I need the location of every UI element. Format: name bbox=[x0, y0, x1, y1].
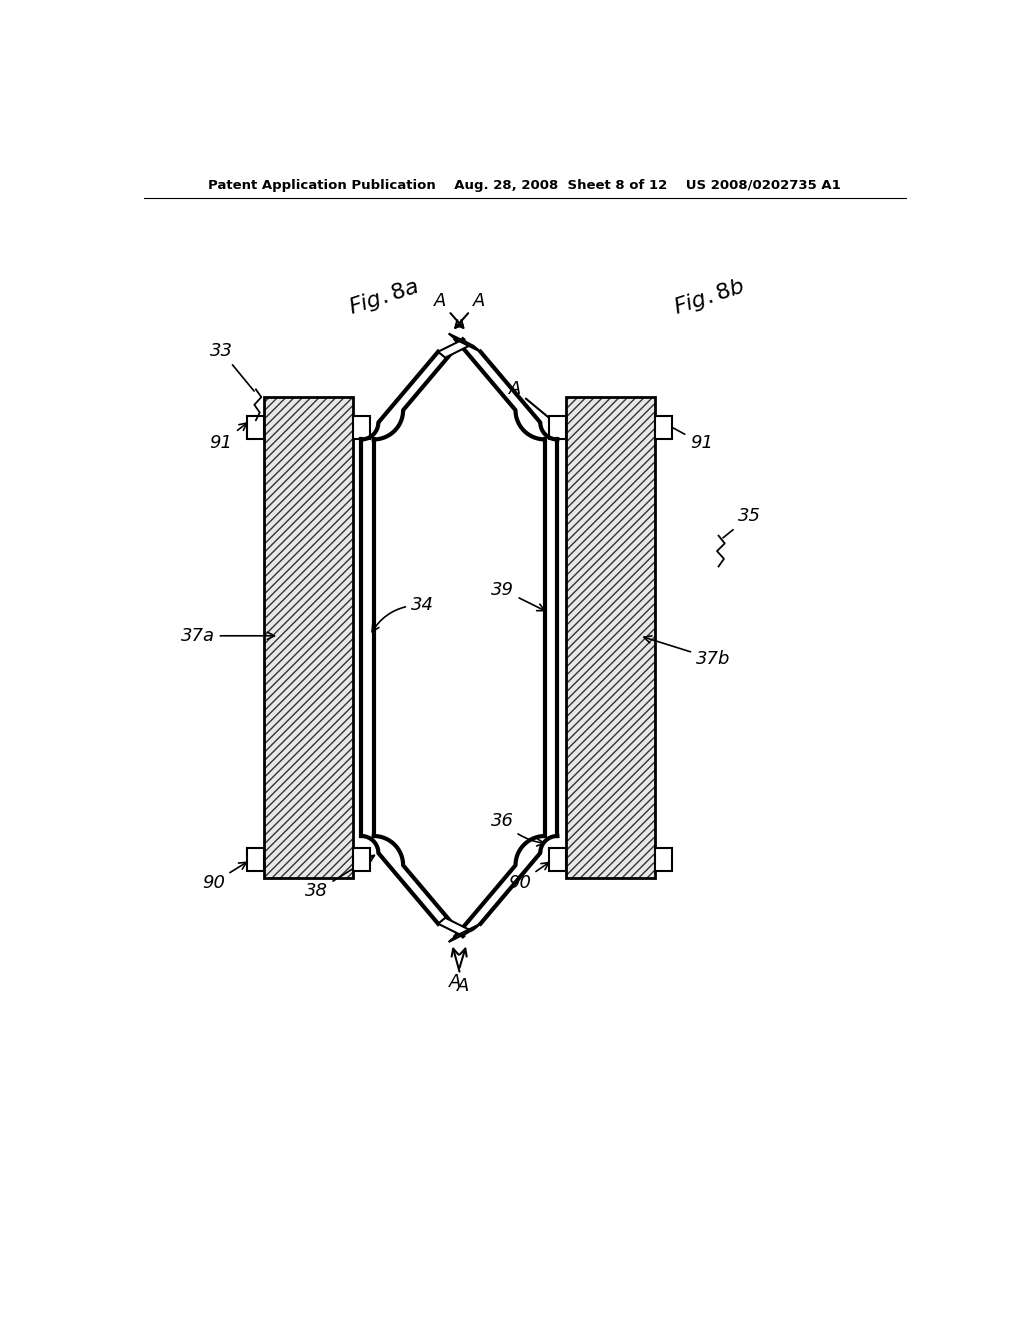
Polygon shape bbox=[449, 924, 480, 942]
Text: $\it{Fig. 8a}$: $\it{Fig. 8a}$ bbox=[345, 275, 422, 319]
Bar bbox=[549, 849, 566, 871]
Bar bbox=[247, 416, 263, 438]
Text: 38: 38 bbox=[305, 855, 375, 900]
Text: A: A bbox=[456, 292, 485, 327]
Bar bbox=[655, 416, 672, 438]
Text: 37b: 37b bbox=[644, 636, 730, 668]
Text: 39: 39 bbox=[490, 581, 545, 611]
Bar bbox=[566, 397, 655, 878]
Bar bbox=[549, 416, 566, 438]
Bar bbox=[352, 416, 370, 438]
Text: 90: 90 bbox=[202, 862, 247, 892]
Text: A: A bbox=[433, 292, 464, 327]
Text: 34: 34 bbox=[372, 597, 434, 632]
Text: Patent Application Publication    Aug. 28, 2008  Sheet 8 of 12    US 2008/020273: Patent Application Publication Aug. 28, … bbox=[209, 178, 841, 191]
Text: 36: 36 bbox=[490, 812, 544, 846]
Bar bbox=[263, 397, 352, 878]
Text: 33: 33 bbox=[210, 342, 254, 391]
Text: A: A bbox=[452, 949, 470, 995]
Bar bbox=[352, 849, 370, 871]
Text: 37a: 37a bbox=[181, 627, 274, 644]
Text: A: A bbox=[449, 949, 467, 991]
Text: 35: 35 bbox=[723, 507, 761, 537]
Text: 91: 91 bbox=[210, 424, 247, 453]
Bar bbox=[247, 849, 263, 871]
Bar bbox=[566, 397, 655, 878]
Bar bbox=[655, 849, 672, 871]
Bar bbox=[263, 397, 352, 878]
Text: A: A bbox=[509, 380, 557, 425]
Text: 90: 90 bbox=[508, 862, 549, 892]
Polygon shape bbox=[438, 339, 470, 358]
Polygon shape bbox=[449, 334, 480, 351]
Polygon shape bbox=[438, 917, 470, 936]
Text: 91: 91 bbox=[663, 422, 713, 453]
Text: $\it{Fig. 8b}$: $\it{Fig. 8b}$ bbox=[671, 275, 748, 319]
